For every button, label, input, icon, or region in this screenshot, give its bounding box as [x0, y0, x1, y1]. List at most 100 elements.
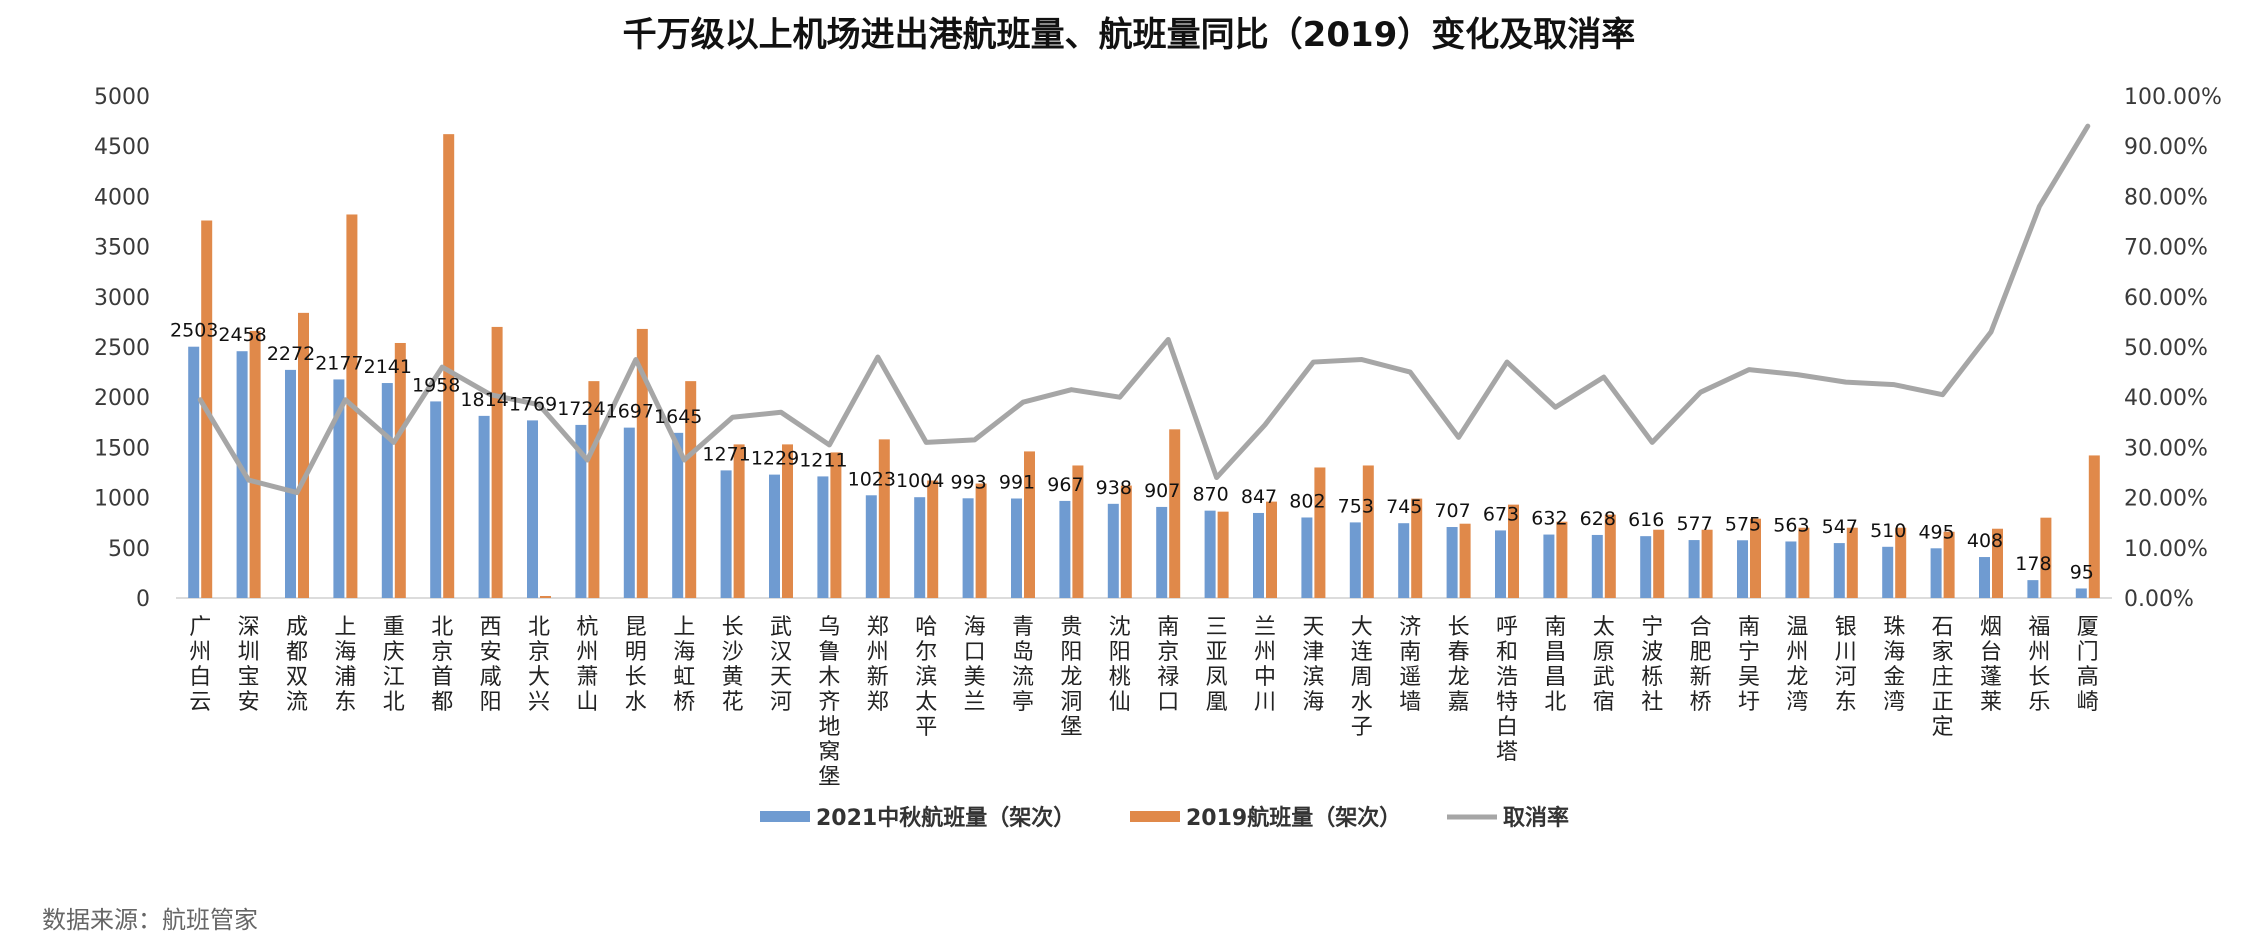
value-label-2021: 938: [1096, 477, 1132, 499]
category-label: 兰州中川: [1254, 615, 1276, 715]
category-label: 石家庄正定: [1932, 615, 1954, 740]
y-left-tick-label: 4000: [94, 185, 150, 210]
bar-2021: [2075, 588, 2087, 598]
bar-2019: [588, 381, 600, 598]
bar-2019: [1798, 527, 1810, 598]
bar-2021: [333, 379, 345, 598]
y-right-tick-label: 100.00%: [2124, 85, 2222, 110]
category-label: 宁波栎社: [1641, 615, 1663, 715]
bar-2019: [2088, 455, 2100, 598]
y-right-tick-label: 60.00%: [2124, 286, 2208, 311]
value-label-2021: 1645: [654, 406, 702, 428]
value-label-2021: 408: [1967, 530, 2003, 552]
category-label: 广州白云: [189, 615, 211, 715]
bar-2021: [1204, 510, 1216, 598]
value-label-2021: 547: [1822, 516, 1858, 538]
y-left-tick-label: 4500: [94, 135, 150, 160]
bar-2019: [1846, 527, 1858, 598]
bar-2021: [1446, 527, 1458, 598]
bar-2019: [1653, 529, 1665, 598]
category-label: 北京大兴: [528, 615, 550, 715]
category-label: 贵阳龙洞堡: [1060, 615, 1082, 740]
category-label: 哈尔滨太平: [915, 615, 937, 740]
bar-2019: [540, 595, 551, 598]
value-label-2021: 2141: [364, 356, 412, 378]
bar-2021: [1833, 543, 1845, 598]
bar-2021: [1398, 523, 1410, 598]
bar-2019: [1024, 451, 1035, 598]
bar-2019: [298, 312, 309, 598]
bar-2019: [491, 326, 503, 598]
y-left-tick-label: 2500: [94, 336, 150, 361]
y-right-tick-label: 30.00%: [2124, 436, 2208, 461]
bar-2021: [188, 346, 200, 598]
category-labels: 广州白云 深圳宝安 成都双流 上海浦东 重庆江北 北京首都 西安咸阳 北京大兴 杭州萧山 昆明长水…: [189, 615, 2099, 790]
chart-title: 千万级以上机场进出港航班量、航班量同比（2019）变化及取消率: [623, 15, 1636, 55]
value-label-2021: 1023: [848, 468, 896, 490]
bar-2021: [1495, 530, 1506, 598]
cancel-rate-line-layer: [197, 123, 2091, 496]
bar-2021: [1156, 506, 1168, 598]
y-left-tick-label: 1500: [94, 436, 150, 461]
value-label-2021: 495: [1918, 521, 1954, 543]
value-label-2021: 1229: [751, 448, 799, 470]
bar-2019: [249, 330, 261, 598]
category-label: 昆明长水: [625, 615, 647, 715]
bar-2019: [1266, 501, 1277, 598]
category-label: 太原武宿: [1593, 615, 1615, 715]
value-label-2021: 802: [1289, 490, 1325, 512]
bar-2019: [927, 480, 939, 598]
bar-2019: [1943, 531, 1955, 598]
bar-2019: [636, 328, 648, 598]
bar-2019: [1604, 514, 1616, 598]
bar-2019: [782, 444, 793, 598]
bar-2019: [1992, 528, 2003, 598]
category-label: 银川河东: [1835, 615, 1857, 715]
category-label: 南昌昌北: [1544, 615, 1566, 715]
value-label-2021: 95: [2070, 561, 2094, 583]
value-label-2021: 1697: [606, 401, 654, 423]
category-label: 南京禄口: [1157, 615, 1179, 715]
value-label-2021: 563: [1773, 514, 1809, 536]
bar-2021: [1059, 500, 1071, 598]
bar-2019: [443, 134, 455, 599]
value-label-2021: 575: [1725, 513, 1761, 535]
bar-2021: [1107, 503, 1119, 598]
category-label: 乌鲁木齐地窝堡: [818, 615, 840, 790]
value-label-2021: 753: [1338, 495, 1374, 517]
bar-2021: [575, 424, 587, 598]
legend-label-2021: 2021中秋航班量（架次）: [816, 805, 1075, 831]
category-label: 西安咸阳: [480, 615, 502, 715]
y-left-tick-label: 3500: [94, 236, 150, 261]
value-label-2021: 907: [1144, 480, 1180, 502]
bar-2021: [527, 420, 538, 598]
bar-2021: [914, 497, 926, 598]
bar-2021: [1979, 557, 1990, 598]
category-label: 杭州萧山: [576, 615, 598, 715]
bar-2019: [1411, 498, 1423, 598]
value-label-2021: 1004: [896, 470, 944, 492]
bar-2021: [1882, 546, 1894, 598]
value-label-2021: 1958: [412, 374, 460, 396]
category-label: 武汉天河: [770, 615, 792, 715]
legend-label-cancel-rate: 取消率: [1503, 805, 1569, 831]
bar-2019: [1314, 467, 1326, 598]
category-label: 郑州新郑: [867, 615, 889, 715]
category-label: 长春龙嘉: [1448, 615, 1470, 715]
y-right-tick-label: 50.00%: [2124, 336, 2208, 361]
value-label-2021: 991: [999, 472, 1035, 494]
legend: 2021中秋航班量（架次） 2019航班量（架次） 取消率: [760, 805, 1569, 831]
value-label-2021: 577: [1676, 513, 1712, 535]
y-right-tick-label: 70.00%: [2124, 236, 2208, 261]
value-label-2021: 628: [1580, 508, 1616, 530]
value-label-2021: 745: [1386, 496, 1422, 518]
bar-2019: [394, 342, 406, 598]
category-label: 海口美兰: [964, 615, 986, 715]
category-label: 上海虹桥: [673, 615, 695, 715]
bar-2021: [1543, 534, 1555, 598]
bar-2021: [672, 432, 684, 598]
category-label: 温州龙湾: [1786, 615, 1808, 715]
category-label: 上海浦东: [334, 615, 356, 715]
